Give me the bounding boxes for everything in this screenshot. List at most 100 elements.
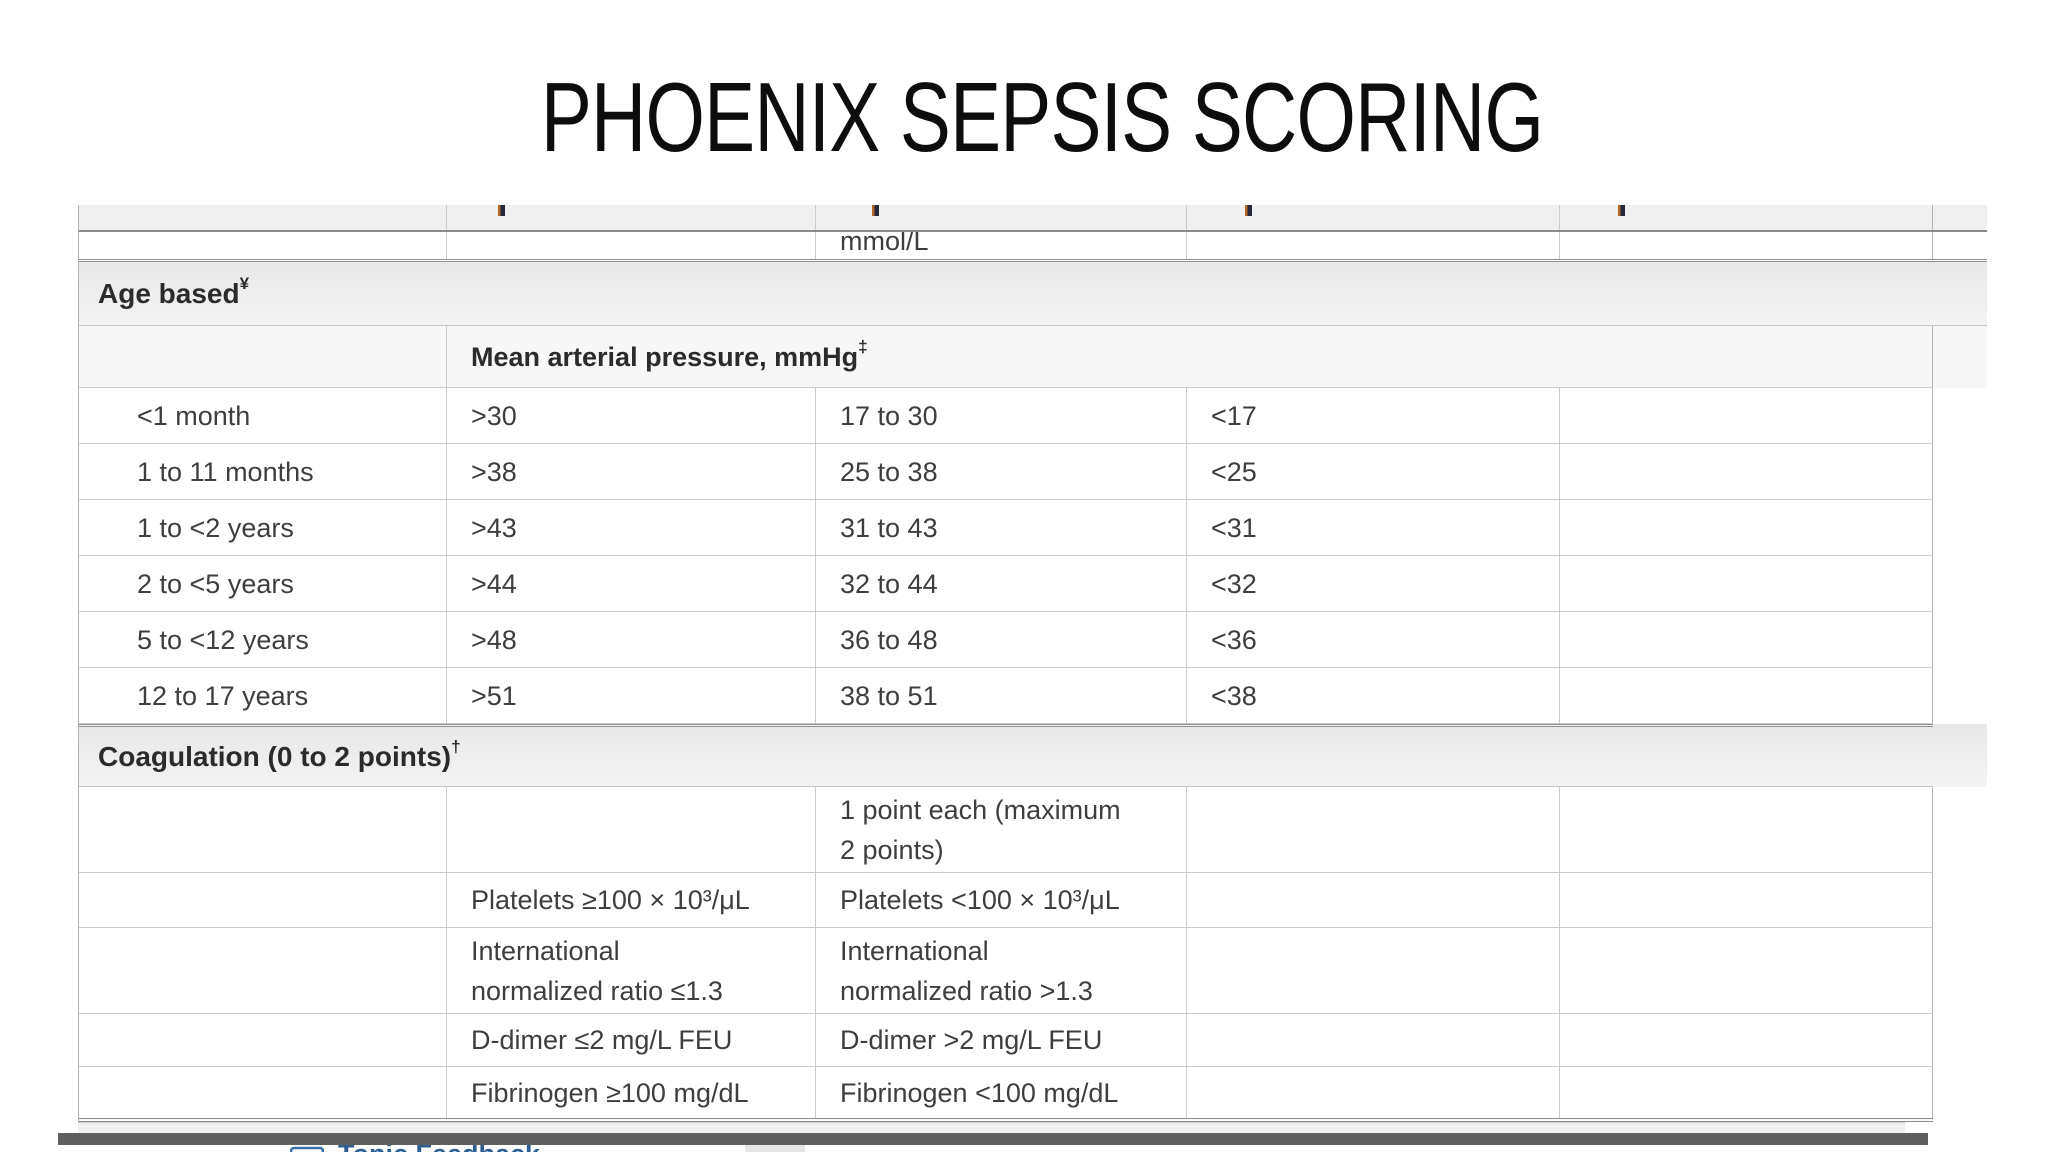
sliver-row — [1933, 724, 1987, 787]
table-cell: >48 — [447, 612, 816, 667]
phoenix-sepsis-table: mmol/L Age based ¥ Mean arterial pressure… — [78, 205, 1933, 1122]
table-cell — [1560, 1014, 1933, 1066]
table-cell: 1 point each (maximum 2 points) — [816, 787, 1187, 872]
table-cell — [79, 232, 447, 259]
footer-light-band — [78, 1122, 1905, 1134]
table-cell — [79, 873, 447, 927]
table-cell: Platelets <100 × 10³/μL — [816, 873, 1187, 927]
table-cell — [1187, 873, 1560, 927]
footnote-marker: ¥ — [239, 273, 250, 293]
table-cell: Fibrinogen ≥100 mg/dL — [447, 1067, 816, 1118]
table-row: 1 point each (maximum 2 points) — [79, 787, 1933, 873]
section-header-label: Age based — [98, 277, 240, 309]
table-row: Fibrinogen ≥100 mg/dL Fibrinogen <100 mg… — [79, 1067, 1933, 1118]
table-cell: >38 — [447, 444, 816, 499]
table-cell — [1560, 928, 1933, 1013]
table-cell — [1560, 787, 1933, 872]
table-cell: <1 month — [79, 388, 447, 443]
table-cell: Fibrinogen <100 mg/dL — [816, 1067, 1187, 1118]
clipped-text-fragment — [498, 205, 505, 216]
table-cell — [1560, 444, 1933, 499]
table-row: 5 to <12 years >48 36 to 48 <36 — [79, 612, 1933, 668]
table-cell: Platelets ≥100 × 10³/μL — [447, 873, 816, 927]
table-cell — [816, 205, 1187, 230]
table-cell: <31 — [1187, 500, 1560, 555]
table-cell — [1187, 928, 1560, 1013]
sliver-row — [1933, 326, 1987, 388]
table-cell: 32 to 44 — [816, 556, 1187, 611]
table-cell: D-dimer >2 mg/L FEU — [816, 1014, 1187, 1066]
table-cell: 1 to 11 months — [79, 444, 447, 499]
table-cell: <25 — [1187, 444, 1560, 499]
table-row-map-subheader: Mean arterial pressure, mmHg ‡ — [79, 326, 1933, 388]
table-cell — [1187, 1014, 1560, 1066]
table-row: 1 to 11 months >38 25 to 38 <25 — [79, 444, 1933, 500]
table-cell: 38 to 51 — [816, 668, 1187, 723]
table-cell — [79, 1067, 447, 1118]
table-row: International normalized ratio ≤1.3 Inte… — [79, 928, 1933, 1014]
section-header-row-age: Age based ¥ — [79, 262, 1933, 326]
sliver-row — [1933, 232, 1987, 262]
table-cell: 12 to 17 years — [79, 668, 447, 723]
table-cell: 17 to 30 — [816, 388, 1187, 443]
table-cell — [1560, 388, 1933, 443]
table-cell — [1560, 232, 1933, 259]
table-row: <1 month >30 17 to 30 <17 — [79, 388, 1933, 444]
table-cell — [79, 205, 447, 230]
table-cell — [1560, 205, 1933, 230]
table-cell — [79, 326, 447, 387]
speech-bubble-icon — [290, 1146, 324, 1152]
clipped-text-fragment — [1245, 205, 1252, 216]
table-cell — [447, 787, 816, 872]
sliver-row — [1933, 205, 1987, 232]
table-cell — [1187, 205, 1560, 230]
table-row: 12 to 17 years >51 38 to 51 <38 — [79, 668, 1933, 724]
table-cell — [1560, 668, 1933, 723]
clipped-text-fragment — [872, 205, 879, 216]
footer-dark-bar — [58, 1133, 1928, 1145]
table-cell: >30 — [447, 388, 816, 443]
table-cell — [1560, 1067, 1933, 1118]
table-cell: International normalized ratio ≤1.3 — [447, 928, 816, 1013]
footnote-marker: ‡ — [858, 336, 868, 356]
table-cell: 31 to 43 — [816, 500, 1187, 555]
table-cell: <32 — [1187, 556, 1560, 611]
table-row: 2 to <5 years >44 32 to 44 <32 — [79, 556, 1933, 612]
section-header-label: Coagulation (0 to 2 points) — [98, 740, 452, 772]
table-cell: 2 to <5 years — [79, 556, 447, 611]
sliver-row — [1933, 262, 1987, 326]
table-row: D-dimer ≤2 mg/L FEU D-dimer >2 mg/L FEU — [79, 1014, 1933, 1067]
table-cell: <38 — [1187, 668, 1560, 723]
table-cell — [447, 232, 816, 259]
table-row-clipped-header — [79, 205, 1933, 232]
table-cell — [79, 928, 447, 1013]
clipped-unit-text: mmol/L — [840, 232, 929, 256]
map-subheader-label: Mean arterial pressure, mmHg — [471, 341, 859, 372]
table-cell: International normalized ratio >1.3 — [816, 928, 1187, 1013]
table-cell: >44 — [447, 556, 816, 611]
table-cell — [1560, 873, 1933, 927]
table-cell — [1187, 787, 1560, 872]
table-cell: mmol/L — [816, 232, 1187, 259]
table-cell: <17 — [1187, 388, 1560, 443]
clipped-text-fragment — [1618, 205, 1625, 216]
table-cell: >43 — [447, 500, 816, 555]
cropped-ui-fragment — [745, 1145, 805, 1152]
table-row: 1 to <2 years >43 31 to 43 <31 — [79, 500, 1933, 556]
section-header-row-coagulation: Coagulation (0 to 2 points) † — [79, 724, 1933, 787]
table-cell — [1187, 1067, 1560, 1118]
table-cell: 36 to 48 — [816, 612, 1187, 667]
sliver-row — [1933, 388, 1987, 724]
table-cell — [1560, 612, 1933, 667]
table-cell — [1187, 232, 1560, 259]
footnote-marker: † — [451, 736, 461, 756]
table-cell — [79, 787, 447, 872]
table-cell: 1 to <2 years — [79, 500, 447, 555]
table-cell — [1560, 500, 1933, 555]
page-title: PHOENIX SEPSIS SCORING — [540, 62, 1544, 172]
table-cell: D-dimer ≤2 mg/L FEU — [447, 1014, 816, 1066]
table-cell: 5 to <12 years — [79, 612, 447, 667]
table-cell — [79, 1014, 447, 1066]
table-cell — [447, 205, 816, 230]
